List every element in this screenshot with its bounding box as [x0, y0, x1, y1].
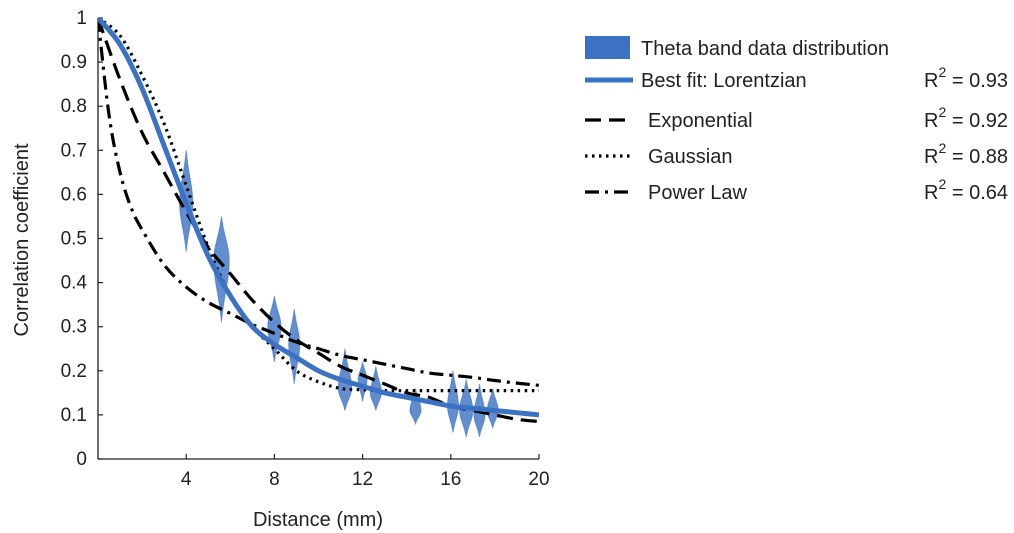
- y-tick-label: 0.4: [61, 273, 88, 294]
- series-line-power-law: [98, 18, 539, 387]
- y-axis-label: Correlation coefficient: [11, 143, 33, 337]
- distribution-violin: [213, 216, 230, 323]
- legend-label: Exponential: [648, 110, 753, 132]
- legend-r-squared: R2 = 0.92: [924, 104, 1008, 132]
- y-tick-label: 0: [76, 449, 87, 470]
- legend-r-squared: R2 = 0.93: [924, 64, 1008, 92]
- x-tick-label: 4: [181, 469, 192, 490]
- y-tick-label: 0.3: [61, 317, 87, 338]
- tick-labels: 0 0.1 0.2 0.3 0.4 0.5 0.6 0.7 0.8 0.9 1 4 8 12 16 20: [61, 8, 550, 490]
- y-tick-label: 1: [76, 8, 87, 29]
- x-tick-label: 12: [352, 469, 373, 490]
- legend-label: Gaussian: [648, 146, 733, 168]
- x-tick-label: 20: [528, 469, 549, 490]
- axes: [97, 17, 540, 460]
- distribution-violin: [409, 388, 422, 426]
- legend-swatch-distribution: [585, 36, 630, 59]
- x-axis-label: Distance (mm): [253, 509, 383, 531]
- legend-label-distribution: Theta band data distribution: [641, 38, 889, 60]
- series-line-exponential: [98, 18, 539, 424]
- series-line-gaussian: [98, 18, 539, 393]
- legend-r-squared: R2 = 0.88: [924, 140, 1008, 168]
- x-tick-label: 16: [440, 469, 461, 490]
- y-tick-label: 0.1: [61, 405, 87, 426]
- fit-lines: [98, 18, 539, 424]
- x-tick-label: 8: [269, 469, 280, 490]
- legend: Theta band data distribution Best fit: Lo…: [585, 36, 1008, 204]
- y-tick-label: 0.6: [61, 184, 87, 205]
- distribution-violin: [446, 370, 460, 433]
- y-tick-label: 0.5: [61, 229, 87, 250]
- y-tick-label: 0.7: [61, 140, 87, 161]
- y-tick-label: 0.2: [61, 361, 87, 382]
- legend-label: Best fit: Lorentzian: [641, 70, 807, 92]
- series-line-best-fit-lorentzian: [98, 18, 539, 418]
- legend-r-squared: R2 = 0.64: [924, 176, 1008, 204]
- legend-label: Power Law: [648, 182, 747, 204]
- y-tick-label: 0.9: [61, 52, 87, 73]
- y-tick-label: 0.8: [61, 96, 87, 117]
- distribution-violin: [357, 361, 368, 402]
